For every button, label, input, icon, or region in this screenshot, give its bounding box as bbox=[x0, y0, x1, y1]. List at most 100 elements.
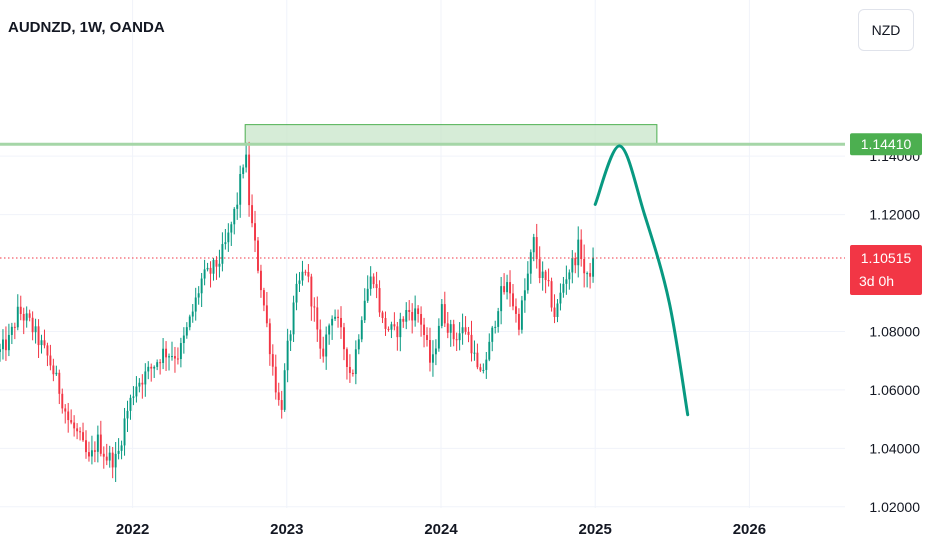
candle-body bbox=[182, 335, 185, 344]
candle-body bbox=[2, 339, 4, 350]
candle-body bbox=[586, 273, 589, 275]
candle-body bbox=[245, 154, 248, 168]
candle-body bbox=[242, 167, 245, 175]
candle-body bbox=[363, 300, 366, 321]
candle-body bbox=[218, 263, 221, 267]
candle-body bbox=[16, 306, 19, 328]
candle-body bbox=[440, 304, 443, 326]
candle-body bbox=[153, 366, 156, 369]
resistance-price-label: 1.14410 bbox=[861, 136, 912, 152]
candle-body bbox=[37, 326, 40, 346]
candle-body bbox=[162, 348, 165, 363]
candle-body bbox=[120, 445, 123, 451]
chart-grid bbox=[0, 0, 845, 508]
candle-body bbox=[73, 422, 76, 429]
candle-body bbox=[40, 340, 43, 346]
candle-body bbox=[426, 335, 428, 340]
candle-body bbox=[257, 240, 259, 271]
projection-curve bbox=[593, 144, 690, 417]
countdown-label: 3d 0h bbox=[859, 273, 894, 289]
candle-body bbox=[108, 452, 111, 461]
candle-body bbox=[28, 313, 31, 318]
candle-body bbox=[114, 453, 117, 468]
candle-body bbox=[10, 326, 13, 335]
candle-body bbox=[289, 334, 292, 341]
candle-body bbox=[206, 267, 209, 270]
candle-body bbox=[150, 366, 153, 369]
candle-body bbox=[171, 356, 173, 358]
candle-body bbox=[559, 292, 562, 304]
candle-body bbox=[203, 269, 206, 279]
candle-body bbox=[488, 341, 491, 360]
candle-body bbox=[274, 366, 277, 393]
candle-body bbox=[61, 393, 64, 409]
candle-body bbox=[0, 349, 1, 352]
candle-body bbox=[85, 440, 87, 453]
candle-body bbox=[387, 328, 390, 330]
candle-body bbox=[384, 318, 387, 329]
candle-body bbox=[227, 232, 230, 243]
candle-body bbox=[417, 308, 420, 315]
candle-body bbox=[538, 259, 541, 278]
candle-body bbox=[354, 349, 357, 375]
candle-body bbox=[497, 311, 500, 327]
candle-body bbox=[449, 324, 452, 333]
candle-body bbox=[402, 318, 405, 322]
resistance-price-badge bbox=[850, 133, 922, 156]
candle-body bbox=[553, 307, 556, 317]
candle-body bbox=[25, 313, 28, 321]
y-tick-label: 1.12000 bbox=[869, 207, 920, 223]
candle-body bbox=[194, 297, 197, 312]
candle-body bbox=[429, 339, 431, 363]
candle-body bbox=[185, 327, 188, 336]
candle-body bbox=[577, 239, 580, 266]
candle-body bbox=[215, 259, 218, 267]
candle-body bbox=[212, 259, 215, 274]
candle-body bbox=[286, 340, 289, 371]
candle-body bbox=[64, 408, 67, 412]
candle-body bbox=[34, 326, 37, 333]
price-axis: 1.140001.120001.080001.060001.040001.020… bbox=[869, 148, 920, 515]
candle-body bbox=[512, 293, 514, 307]
candle-body bbox=[224, 242, 227, 245]
candle-body bbox=[165, 348, 168, 358]
candle-body bbox=[452, 324, 455, 340]
candle-body bbox=[405, 310, 408, 322]
candle-body bbox=[574, 258, 577, 266]
candle-body bbox=[443, 304, 446, 324]
y-tick-label: 1.02000 bbox=[869, 499, 920, 515]
candle-body bbox=[423, 324, 426, 336]
candle-body bbox=[529, 252, 532, 274]
candle-body bbox=[348, 366, 351, 373]
candle-body bbox=[301, 271, 304, 281]
candle-body bbox=[191, 311, 194, 317]
candle-body bbox=[265, 305, 268, 324]
candle-body bbox=[378, 288, 381, 313]
candle-body bbox=[476, 352, 479, 368]
candle-body bbox=[156, 362, 159, 367]
currency-button[interactable]: NZD bbox=[858, 9, 914, 51]
candle-body bbox=[221, 244, 224, 264]
candle-body bbox=[316, 307, 319, 330]
time-axis: 2022 2023 2024 2025 2026 bbox=[116, 521, 766, 538]
candle-body bbox=[357, 339, 360, 350]
candle-body bbox=[517, 313, 520, 330]
candle-body bbox=[520, 300, 523, 330]
candle-body bbox=[111, 452, 114, 468]
candle-body bbox=[52, 365, 55, 375]
candle-body bbox=[82, 432, 84, 441]
candle-body bbox=[70, 420, 73, 423]
candle-body bbox=[99, 434, 102, 454]
candle-body bbox=[239, 174, 242, 205]
candle-body bbox=[506, 282, 509, 293]
candle-body bbox=[13, 326, 16, 328]
candle-body bbox=[105, 456, 108, 461]
candle-body bbox=[485, 359, 488, 370]
candle-body bbox=[76, 428, 79, 432]
candle-body bbox=[132, 396, 135, 398]
candle-body bbox=[248, 154, 251, 206]
candle-body bbox=[251, 205, 254, 224]
candle-body bbox=[188, 316, 191, 328]
candle-body bbox=[209, 267, 212, 274]
